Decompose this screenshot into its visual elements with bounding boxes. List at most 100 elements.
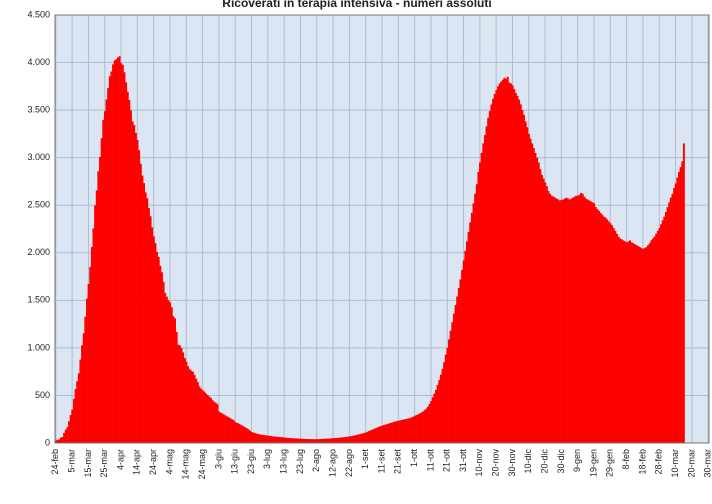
bar (395, 421, 398, 443)
bar (513, 89, 516, 443)
bar (224, 415, 227, 443)
bar (139, 163, 142, 443)
bar (619, 238, 622, 443)
bar (361, 433, 364, 443)
bar (405, 418, 408, 443)
bar (532, 148, 535, 443)
bar (669, 197, 672, 443)
bar (289, 438, 292, 443)
bar (66, 427, 69, 443)
bar (64, 429, 67, 443)
bar (281, 437, 284, 443)
bar (539, 169, 542, 443)
bar (108, 76, 111, 443)
bar (61, 436, 64, 443)
bar (359, 433, 362, 443)
bar (195, 378, 198, 443)
bar (59, 437, 62, 443)
bar (630, 242, 633, 443)
y-tick-label: 4.000 (27, 57, 50, 67)
bar (573, 196, 576, 443)
bar (231, 419, 234, 443)
bar (560, 199, 563, 443)
bar (175, 331, 178, 443)
bar (276, 436, 279, 443)
bar (645, 247, 648, 443)
bar (417, 414, 419, 443)
bar (637, 246, 640, 443)
bar (363, 433, 366, 443)
bar (138, 150, 141, 443)
bar (624, 241, 627, 443)
bar (324, 438, 327, 443)
bar (524, 121, 527, 443)
bar (386, 424, 389, 443)
bar (250, 432, 253, 443)
bar (314, 439, 317, 443)
bar (456, 296, 459, 443)
bar (185, 361, 188, 443)
x-tick-label: 10-dic (523, 449, 533, 474)
plot-border (54, 14, 710, 444)
bar (678, 171, 680, 443)
bar (120, 63, 123, 443)
bar (55, 440, 57, 443)
bar (82, 333, 85, 443)
bar (317, 439, 320, 443)
x-tick-label: 18-feb (637, 449, 647, 475)
bar (374, 428, 377, 443)
bar (482, 143, 485, 443)
bar (167, 300, 170, 443)
bar (337, 437, 340, 443)
bar (421, 411, 424, 443)
bar (658, 228, 661, 443)
bar (647, 245, 649, 443)
bar (157, 256, 160, 443)
bar (298, 438, 300, 443)
x-tick-label: 24-apr (148, 449, 158, 475)
bar (487, 117, 490, 443)
bar (319, 439, 322, 443)
bar (72, 399, 75, 443)
bar (529, 138, 532, 443)
bar (622, 240, 625, 443)
bar (174, 318, 176, 443)
bar (144, 192, 147, 443)
bar (85, 298, 88, 443)
bar (263, 435, 266, 443)
bar (449, 330, 452, 443)
bar (655, 233, 658, 443)
bar (392, 422, 395, 443)
bar (439, 374, 442, 443)
bar (208, 396, 211, 443)
bar (518, 99, 521, 443)
bar (620, 239, 623, 443)
bar (593, 203, 596, 443)
bar (245, 428, 248, 443)
bar (586, 199, 589, 443)
bar (648, 243, 651, 443)
x-tick-label: 1-set (360, 449, 370, 470)
bar (262, 434, 265, 443)
bar (674, 183, 677, 443)
bar (110, 71, 113, 443)
bar (563, 198, 566, 443)
bar (123, 72, 126, 443)
x-tick-label: 1-ott (409, 449, 419, 468)
bar (299, 438, 302, 443)
bar (376, 427, 379, 443)
bar (537, 162, 540, 443)
bar (650, 240, 653, 443)
bar (479, 162, 481, 443)
bar (554, 197, 556, 443)
bar (369, 430, 372, 443)
bar (523, 114, 526, 443)
bar (152, 236, 155, 443)
bar (459, 279, 462, 443)
bar (203, 391, 206, 443)
bar (500, 81, 503, 444)
bar (536, 157, 539, 443)
bar (366, 431, 369, 443)
bar (503, 77, 506, 444)
bar (147, 207, 150, 443)
